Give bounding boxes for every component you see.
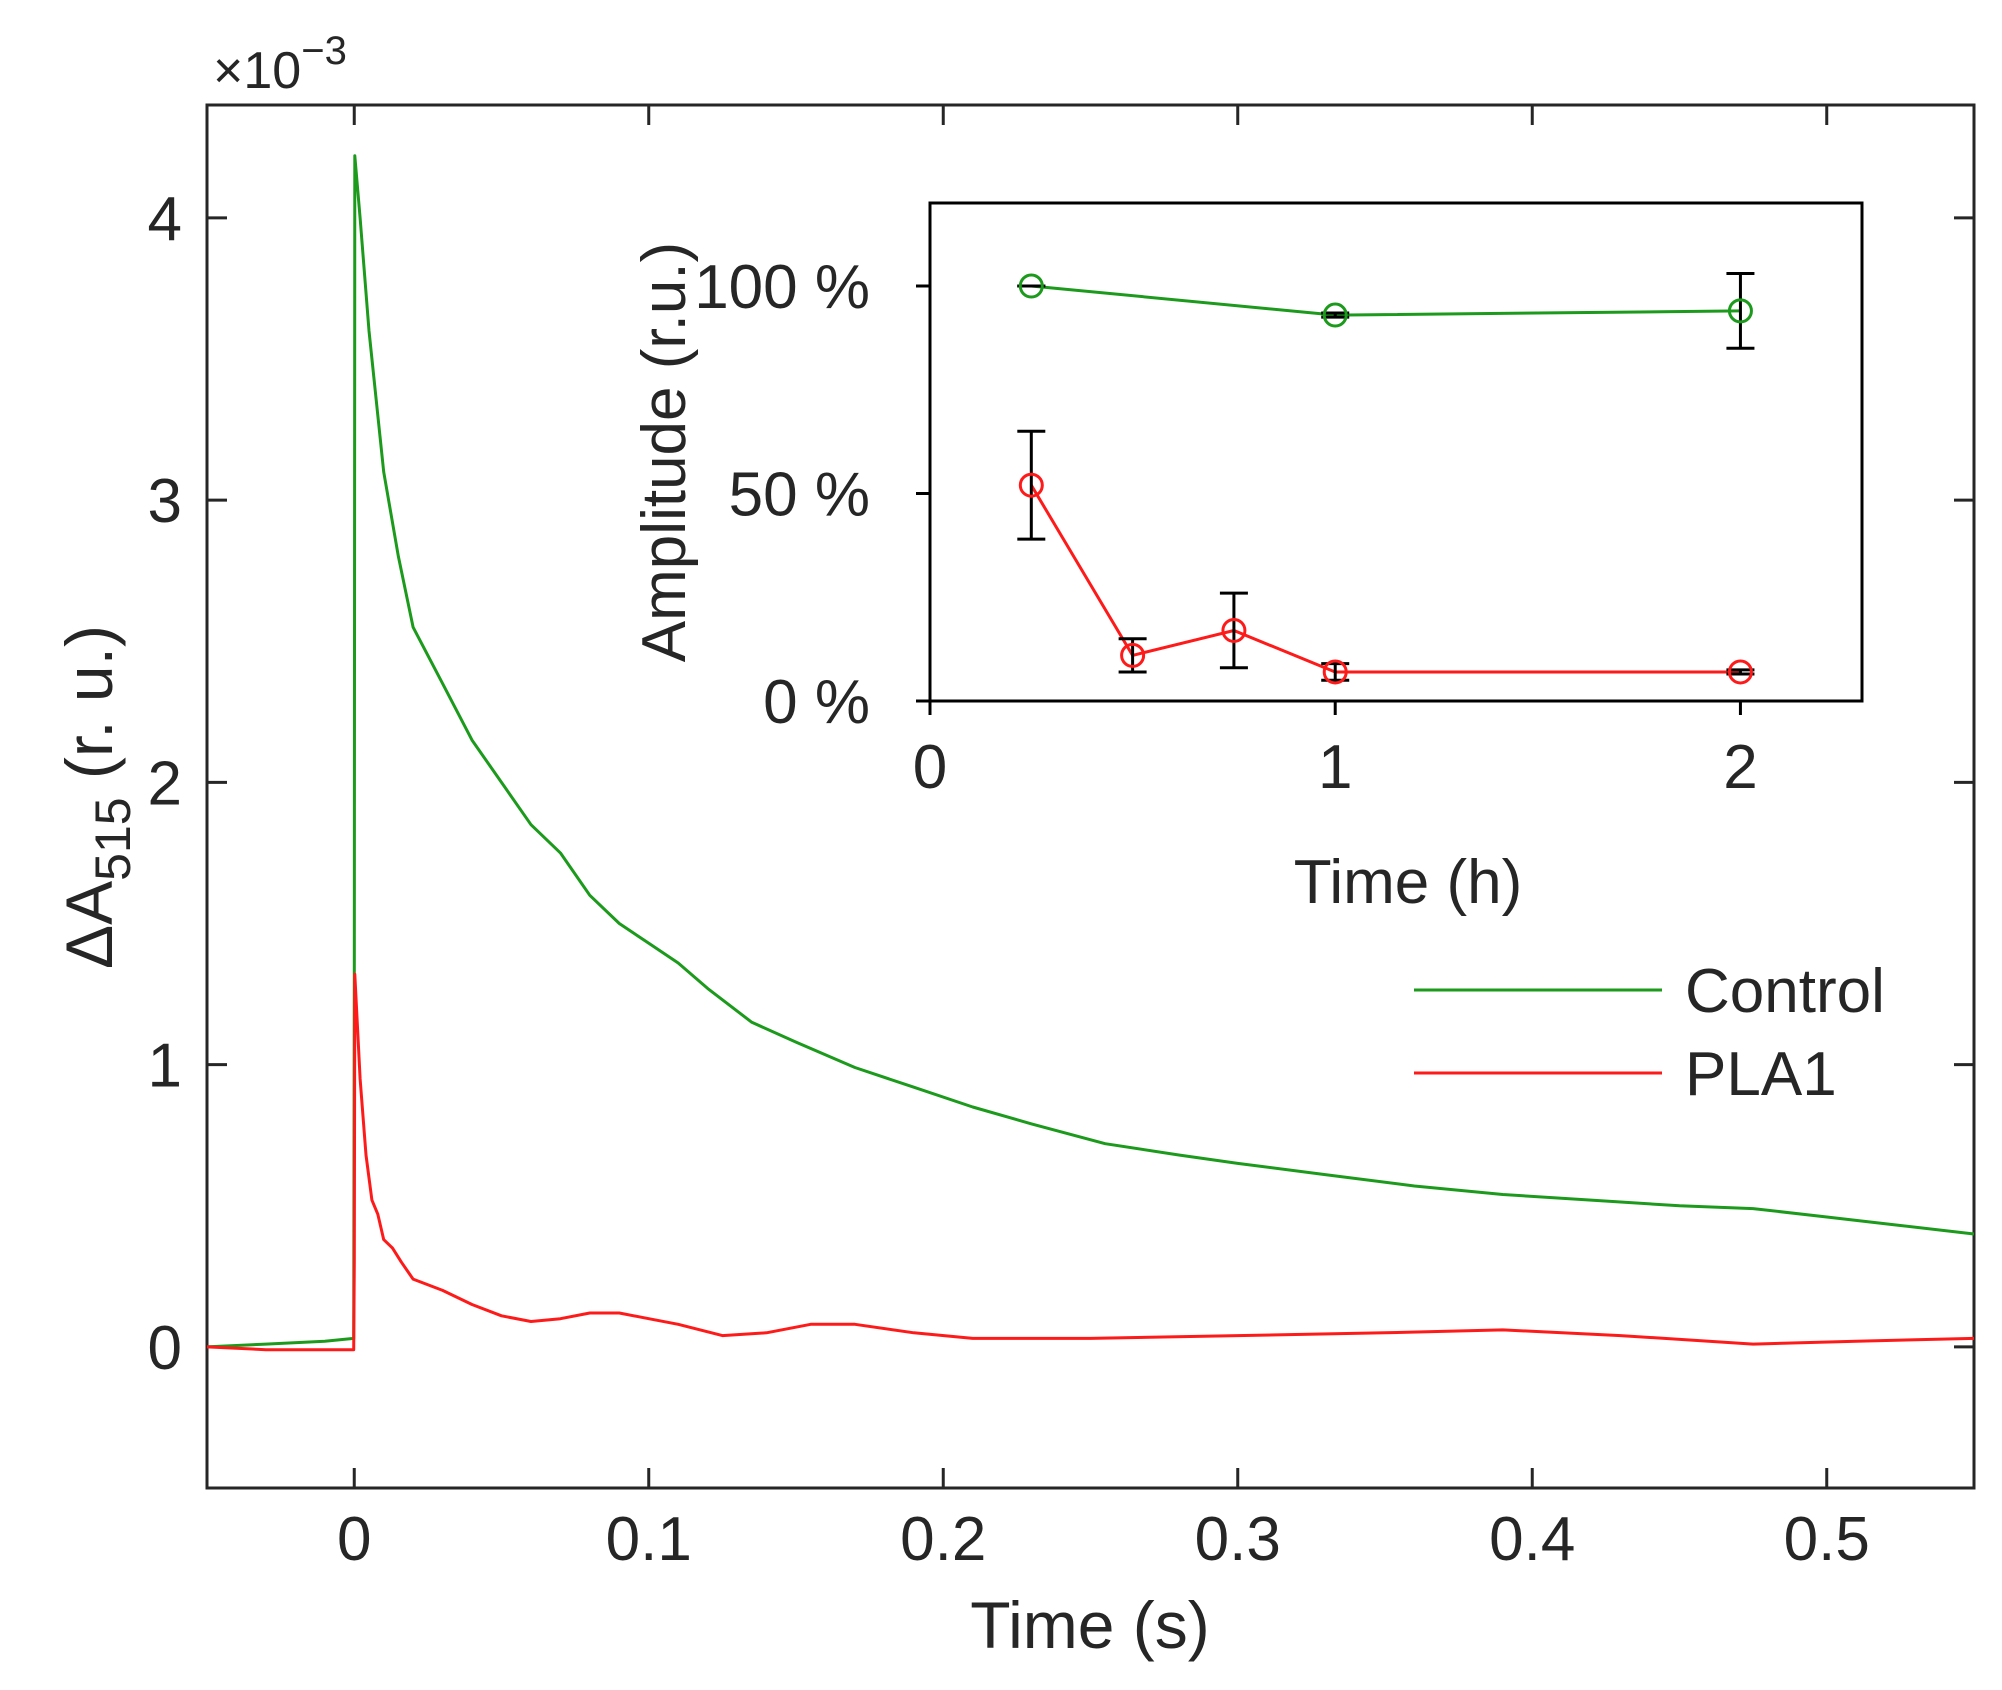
inset-errorbar-control [1726, 272, 1755, 350]
inset-x-tick-label: 0 [913, 733, 947, 802]
inset-point-pla1 [1221, 617, 1247, 643]
main-x-tick-label: 0.4 [1489, 1505, 1575, 1574]
legend: Control PLA1 [1414, 957, 1885, 1109]
inset-point-control [1322, 302, 1348, 328]
inset-y-axis-title: Amplitude (r.u.) [630, 242, 699, 662]
main-y-tick-label: 0 [148, 1314, 182, 1383]
y-multiplier: ×10−3 [213, 29, 347, 100]
main-ticks: 0 0.1 0.2 0.3 0.4 0.5 0 1 2 3 4 [148, 105, 1974, 1574]
inset-y-tick-label: 50 % [729, 461, 870, 530]
inset-errorbar-pla1 [1017, 429, 1046, 541]
inset-plot-area [928, 201, 1864, 703]
main-y-tick-label: 4 [148, 185, 182, 254]
main-series-line-pla1 [206, 972, 1975, 1352]
inset-x-tick-label: 1 [1318, 733, 1352, 802]
inset-point-pla1 [1120, 642, 1146, 668]
inset-ticks: 0 1 2 0 % 50 % 100 % [694, 253, 1757, 802]
main-x-tick-label: 0.1 [606, 1505, 692, 1574]
inset-point-pla1 [1727, 659, 1753, 685]
inset-y-tick-label: 0 % [763, 668, 870, 737]
main-y-tick-label: 1 [148, 1032, 182, 1101]
inset-point-control [1727, 298, 1753, 324]
main-y-axis-title: ΔA515 (r. u.) [52, 625, 141, 969]
legend-label-pla1: PLA1 [1685, 1040, 1837, 1109]
inset-point-control [1018, 273, 1044, 299]
inset-series-group [1017, 272, 1755, 685]
main-series-group [206, 154, 1975, 1352]
main-y-tick-label: 2 [148, 749, 182, 818]
inset-errorbar-pla1 [1219, 591, 1248, 670]
main-plot-area [205, 103, 1976, 1490]
legend-label-control: Control [1685, 957, 1885, 1026]
main-x-tick-label: 0 [337, 1505, 371, 1574]
inset-x-tick-label: 2 [1723, 733, 1757, 802]
main-x-tick-label: 0.3 [1195, 1505, 1281, 1574]
inset-point-pla1 [1322, 659, 1348, 685]
main-x-axis-title: Time (s) [970, 1588, 1210, 1662]
main-x-tick-label: 0.2 [900, 1505, 986, 1574]
main-y-tick-label: 3 [148, 467, 182, 536]
main-x-tick-label: 0.5 [1784, 1505, 1870, 1574]
inset-x-axis-title: Time (h) [1294, 848, 1522, 917]
main-series-line-control [206, 154, 1975, 1349]
inset-y-tick-label: 100 % [694, 253, 870, 322]
inset-point-pla1 [1018, 472, 1044, 498]
